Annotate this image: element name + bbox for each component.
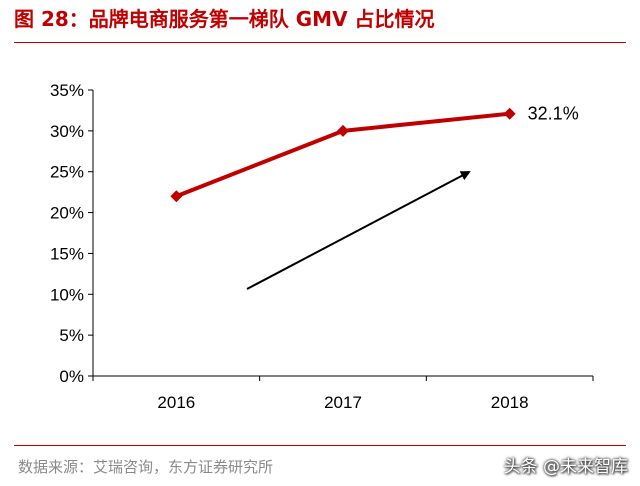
- y-tick-label: 15%: [50, 244, 84, 263]
- data-point-marker: [337, 124, 349, 137]
- y-tick-label: 20%: [50, 204, 84, 223]
- axes: 0% 5% 10% 15% 20% 25% 30% 35% 2016 2017 2018: [50, 81, 594, 412]
- gmv-share-line-chart: 0% 5% 10% 15% 20% 25% 30% 35% 2016 2017 2018 32.1%: [50, 81, 594, 412]
- data-label: 32.1%: [528, 104, 579, 124]
- y-tick-label: 25%: [50, 163, 84, 182]
- x-tick-label: 2018: [491, 393, 529, 412]
- y-tick-label: 10%: [50, 285, 84, 304]
- series-layer: 32.1%: [170, 104, 579, 203]
- data-point-marker: [170, 190, 183, 203]
- watermark-text: 头条 @未来智库: [503, 457, 628, 477]
- y-tick-label: 30%: [50, 122, 84, 141]
- y-tick-label: 5%: [59, 326, 84, 345]
- title-divider: [14, 42, 626, 43]
- annotation-layer: [246, 171, 471, 290]
- data-point-marker: [503, 107, 516, 120]
- figure-title: 图 28：品牌电商服务第一梯队 GMV 占比情况: [14, 7, 435, 31]
- source-divider: [14, 445, 626, 446]
- y-tick-label: 35%: [50, 81, 84, 100]
- y-tick-label: 0%: [59, 367, 84, 386]
- trend-arrow: [246, 171, 471, 290]
- x-tick-label: 2016: [157, 393, 195, 412]
- source-note: 数据来源：艾瑞咨询，东方证券研究所: [18, 458, 274, 476]
- x-tick-label: 2017: [324, 393, 362, 412]
